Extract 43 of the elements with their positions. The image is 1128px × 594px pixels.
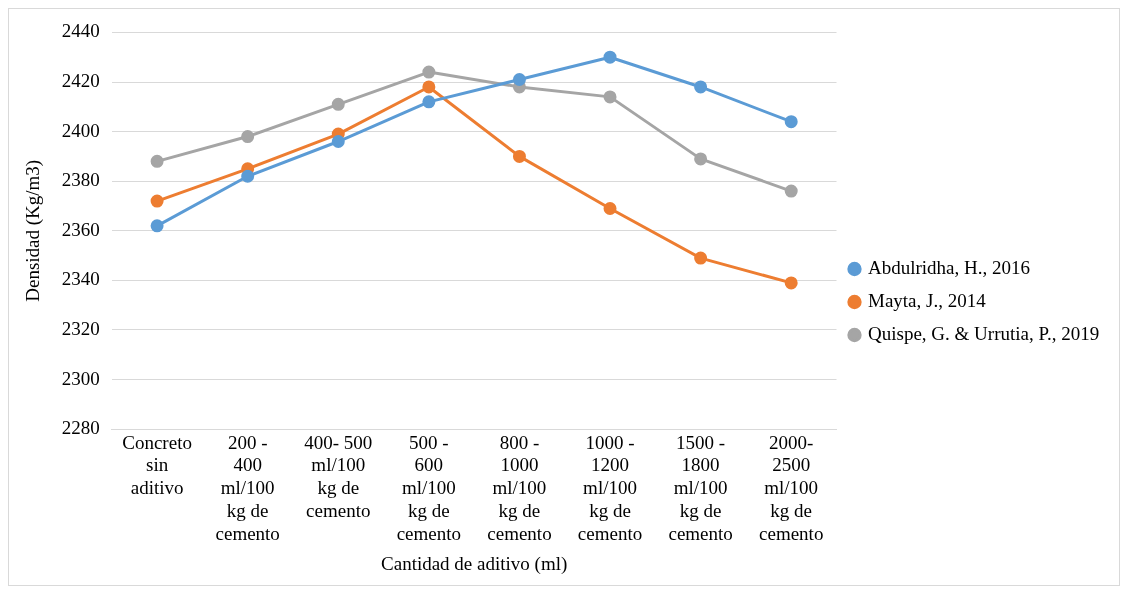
point — [331, 97, 345, 111]
point — [603, 201, 617, 215]
point — [422, 80, 436, 94]
point — [150, 154, 164, 168]
point — [422, 65, 436, 79]
x-tick-label: Concreto sin aditivo — [122, 431, 192, 499]
legend-label: Abdulridha, H., 2016 — [868, 256, 1031, 278]
x-tick-label: 500 - 600 ml/100 kg de cemento — [396, 431, 462, 544]
point — [241, 169, 255, 183]
x-tick-label: 2000- 2500 ml/100 kg de cemento — [759, 431, 824, 544]
x-tick-label: 1500 - 1800 ml/100 kg de cemento — [668, 431, 733, 544]
point — [784, 184, 798, 198]
y-tick-label: 2360 — [61, 218, 100, 240]
x-tick-label: 200 - 400 ml/100 kg de cemento — [215, 431, 280, 544]
legend-label: Mayta, J., 2014 — [868, 289, 987, 311]
y-tick-label: 2340 — [61, 268, 100, 290]
y-tick-label: 2380 — [61, 169, 100, 191]
x-tick-label: 1000 - 1200 ml/100 kg de cemento — [577, 431, 643, 544]
y-tick-label: 2440 — [61, 20, 100, 42]
point — [422, 95, 436, 109]
x-tick-label: 400- 500 ml/100 kg de cemento — [304, 431, 373, 521]
y-tick-label: 2400 — [61, 119, 100, 141]
point — [694, 152, 708, 166]
point — [603, 90, 617, 104]
y-tick-label: 2420 — [61, 69, 100, 91]
point — [150, 219, 164, 233]
y-axis-title: Densidad (Kg/m3) — [22, 159, 45, 302]
point — [512, 149, 526, 163]
point — [694, 80, 708, 94]
legend-label: Quispe, G. & Urrutia, P., 2019 — [868, 322, 1100, 344]
y-tick-label: 2280 — [61, 417, 100, 439]
point — [150, 194, 164, 208]
point — [603, 50, 617, 64]
y-tick-label: 2300 — [61, 367, 100, 389]
point — [694, 251, 708, 265]
point — [784, 115, 798, 129]
point — [512, 73, 526, 87]
x-axis-title: Cantidad de aditivo (ml) — [381, 552, 568, 575]
point — [784, 276, 798, 290]
point — [241, 130, 255, 144]
y-tick-label: 2320 — [61, 317, 100, 339]
x-tick-label: 800 - 1000 ml/100 kg de cemento — [487, 431, 552, 544]
point — [331, 135, 345, 149]
